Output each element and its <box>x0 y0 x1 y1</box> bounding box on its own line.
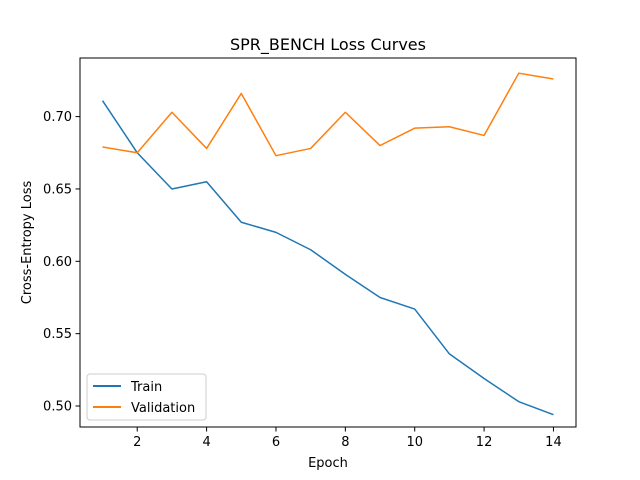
plot-lines <box>101 72 554 416</box>
y-tick-label: 0.50 <box>43 400 72 415</box>
x-tick-label: 4 <box>202 435 210 450</box>
series-line-validation <box>102 72 554 157</box>
x-tick-label: 2 <box>133 435 141 450</box>
plot-frame <box>79 57 577 428</box>
legend: Train Validation <box>86 373 207 421</box>
x-tick-label: 12 <box>476 435 493 450</box>
y-tick-label: 0.70 <box>43 110 72 125</box>
x-axis-label: Epoch <box>308 456 348 471</box>
chart-title: SPR_BENCH Loss Curves <box>230 35 426 55</box>
x-tick-label: 14 <box>545 435 562 450</box>
y-axis-label: Cross-Entropy Loss <box>20 181 35 305</box>
x-tick-label: 10 <box>406 435 423 450</box>
x-axis-ticks: 2 4 6 8 10 12 14 <box>133 427 562 450</box>
series-line-train <box>101 100 554 416</box>
x-tick-label: 6 <box>272 435 280 450</box>
legend-label-validation: Validation <box>131 401 195 416</box>
y-tick-label: 0.55 <box>43 327 72 342</box>
legend-label-train: Train <box>130 380 162 395</box>
x-tick-label: 8 <box>341 435 349 450</box>
y-tick-label: 0.65 <box>43 182 72 197</box>
y-axis-ticks: 0.50 0.55 0.60 0.65 0.70 <box>43 110 80 415</box>
y-tick-label: 0.60 <box>43 255 72 270</box>
